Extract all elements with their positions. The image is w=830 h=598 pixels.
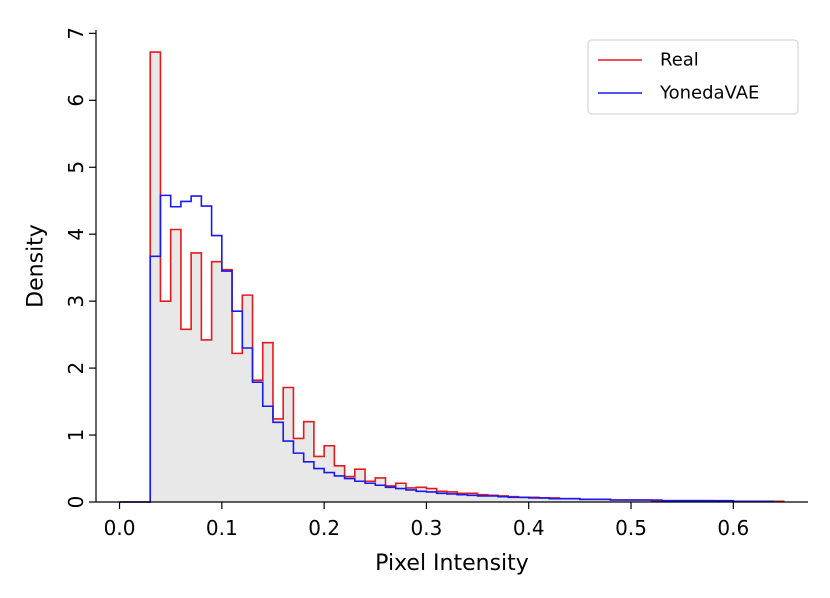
y-tick-label: 6 xyxy=(64,94,88,107)
series-line-yonedavae xyxy=(119,194,775,503)
y-tick-label: 7 xyxy=(64,27,88,40)
y-axis-label: Density xyxy=(24,224,49,308)
x-tick-label: 0.1 xyxy=(206,516,238,540)
y-tick-label: 1 xyxy=(64,429,88,442)
y-tick-label: 2 xyxy=(64,362,88,375)
y-tick-label: 0 xyxy=(64,496,88,509)
x-tick-label: 0.0 xyxy=(104,516,136,540)
y-tick-label: 3 xyxy=(64,295,88,308)
y-tick-label: 5 xyxy=(64,161,88,174)
x-tick-label: 0.5 xyxy=(615,516,647,540)
x-tick-label: 0.4 xyxy=(513,516,545,540)
series-fill-real xyxy=(119,52,785,503)
x-tick-label: 0.3 xyxy=(411,516,443,540)
y-tick-label: 4 xyxy=(64,228,88,241)
legend-label-real: Real xyxy=(660,50,699,71)
x-axis-label: Pixel Intensity xyxy=(375,551,529,576)
legend-label-yonedavae: YonedaVAE xyxy=(659,83,759,104)
legend: Real YonedaVAE xyxy=(587,39,799,115)
x-tick-label: 0.2 xyxy=(308,516,340,540)
legend-box xyxy=(587,39,799,115)
x-tick-label: 0.6 xyxy=(717,516,749,540)
axes: 0.0 0.1 0.2 0.3 0.4 0.5 0.6 0 1 2 3 4 5 6 7 xyxy=(64,27,808,540)
plot-area xyxy=(119,51,785,503)
